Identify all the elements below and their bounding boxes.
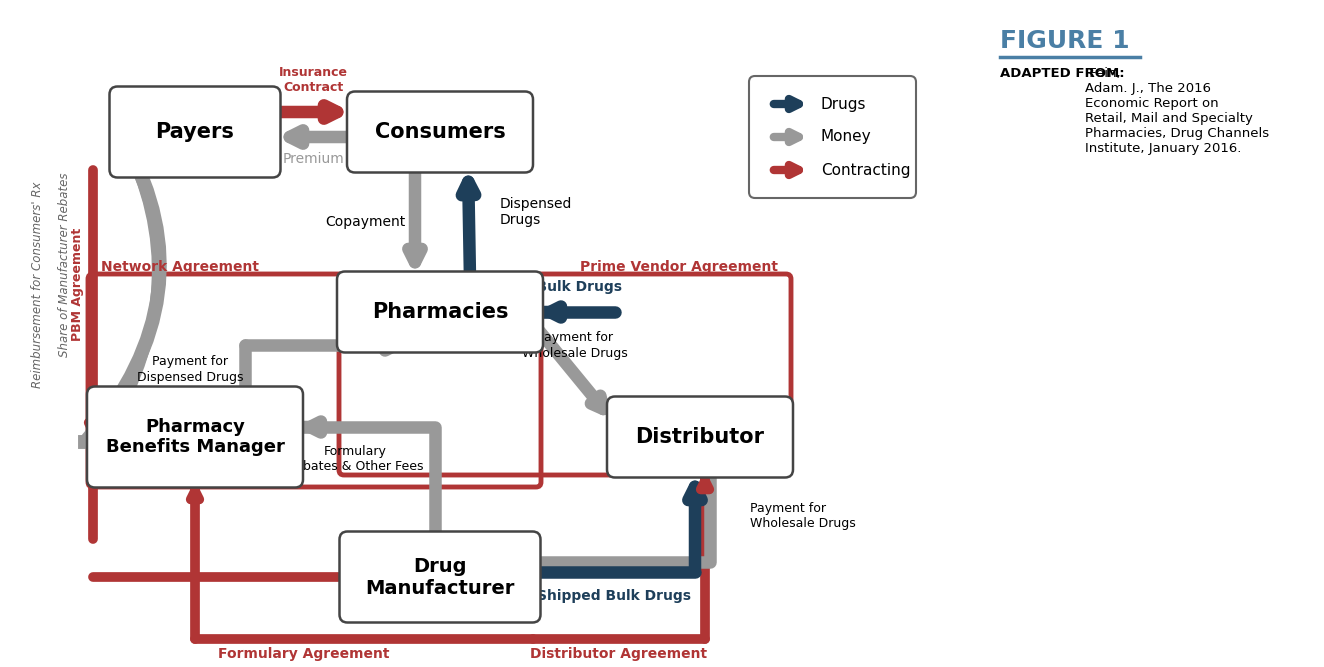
FancyBboxPatch shape: [338, 271, 543, 352]
Text: PBM Agreement: PBM Agreement: [71, 228, 85, 341]
Text: Share of Manufacturer Rebates: Share of Manufacturer Rebates: [58, 172, 71, 357]
Text: Consumers: Consumers: [375, 122, 506, 142]
Text: Payment for
Wholesale Drugs: Payment for Wholesale Drugs: [522, 331, 628, 360]
Text: FIGURE 1: FIGURE 1: [1000, 29, 1129, 53]
Text: Drug
Manufacturer: Drug Manufacturer: [365, 556, 515, 598]
Text: ADAPTED FROM:: ADAPTED FROM:: [1000, 67, 1124, 80]
FancyBboxPatch shape: [339, 532, 540, 622]
FancyBboxPatch shape: [606, 396, 793, 478]
Text: Copayment: Copayment: [324, 215, 405, 229]
Text: Pharmacy
Benefits Manager: Pharmacy Benefits Manager: [106, 418, 285, 456]
FancyBboxPatch shape: [110, 87, 281, 177]
Text: Contracting: Contracting: [821, 163, 911, 177]
Text: Payers: Payers: [155, 122, 234, 142]
Text: Payment for
Dispensed Drugs: Payment for Dispensed Drugs: [136, 356, 244, 384]
Text: Premium: Premium: [282, 152, 344, 166]
Text: Payment for
Wholesale Drugs: Payment for Wholesale Drugs: [749, 502, 855, 530]
Text: Network Agreement: Network Agreement: [101, 260, 260, 274]
Text: Drugs: Drugs: [821, 97, 866, 111]
Text: Formulary Agreement: Formulary Agreement: [218, 647, 389, 661]
Text: Shipped Bulk Drugs: Shipped Bulk Drugs: [469, 280, 622, 294]
Text: Money: Money: [821, 129, 871, 145]
Text: Distributor Agreement: Distributor Agreement: [531, 647, 707, 661]
Text: Reimbursement for Consumers' Rx: Reimbursement for Consumers' Rx: [32, 181, 45, 388]
Text: Distributor: Distributor: [636, 427, 764, 447]
FancyBboxPatch shape: [749, 76, 916, 198]
Text: Dispensed
Drugs: Dispensed Drugs: [500, 197, 572, 227]
Text: Prime Vendor Agreement: Prime Vendor Agreement: [580, 260, 779, 274]
Text: Insurance
Contract: Insurance Contract: [279, 66, 348, 94]
FancyBboxPatch shape: [347, 91, 534, 173]
Text: Formulary
Rebates & Other Fees: Formulary Rebates & Other Fees: [287, 445, 424, 473]
Text: Pharmacies: Pharmacies: [372, 302, 508, 322]
FancyBboxPatch shape: [87, 386, 303, 488]
Text: Fein,
Adam. J., The 2016
Economic Report on
Retail, Mail and Specialty
Pharmacie: Fein, Adam. J., The 2016 Economic Report…: [1084, 67, 1270, 155]
Text: Shipped Bulk Drugs: Shipped Bulk Drugs: [538, 589, 691, 603]
